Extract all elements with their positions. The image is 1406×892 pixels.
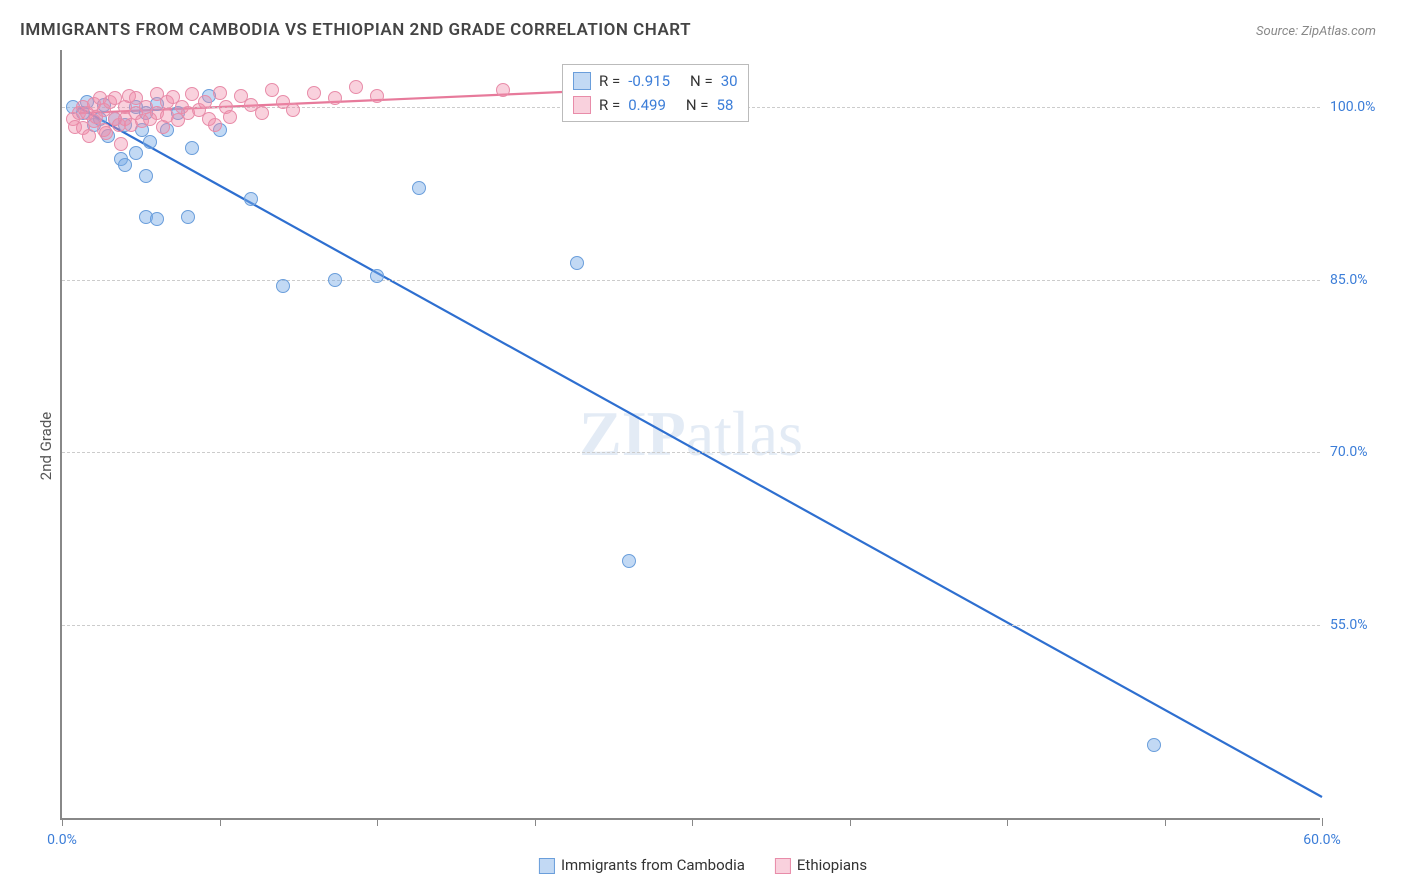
x-tick bbox=[1165, 818, 1166, 826]
stat-n-label: N = bbox=[690, 72, 713, 90]
bottom-legend: Immigrants from Cambodia Ethiopians bbox=[539, 856, 867, 874]
data-point bbox=[185, 141, 199, 155]
legend-label: Immigrants from Cambodia bbox=[561, 856, 745, 874]
legend-swatch bbox=[573, 72, 591, 90]
stat-n-label: N = bbox=[686, 96, 709, 114]
stat-r-label: R = bbox=[599, 72, 620, 90]
legend-swatch bbox=[539, 858, 555, 874]
data-point bbox=[185, 87, 199, 101]
data-point bbox=[1147, 738, 1161, 752]
data-point bbox=[370, 89, 384, 103]
data-point bbox=[412, 181, 426, 195]
stat-n-value: 30 bbox=[721, 72, 738, 90]
legend-swatch bbox=[775, 858, 791, 874]
data-point bbox=[150, 212, 164, 226]
watermark: ZIPatlas bbox=[579, 397, 803, 471]
data-point bbox=[349, 80, 363, 94]
trend-lines-layer bbox=[62, 50, 1320, 818]
data-point bbox=[223, 110, 237, 124]
bottom-legend-item: Ethiopians bbox=[775, 856, 867, 874]
data-point bbox=[213, 86, 227, 100]
data-point bbox=[328, 91, 342, 105]
x-tick-label: 60.0% bbox=[1303, 832, 1341, 848]
data-point bbox=[114, 137, 128, 151]
x-tick bbox=[220, 818, 221, 826]
stat-r-value: 0.499 bbox=[628, 96, 666, 114]
data-point bbox=[139, 169, 153, 183]
stat-legend-row: R = 0.499 N = 58 bbox=[573, 93, 738, 117]
data-point bbox=[99, 126, 113, 140]
plot-area: ZIPatlas 55.0%70.0%85.0%100.0%0.0%60.0%R… bbox=[60, 50, 1320, 820]
data-point bbox=[286, 103, 300, 117]
x-tick bbox=[535, 818, 536, 826]
legend-label: Ethiopians bbox=[797, 856, 867, 874]
data-point bbox=[370, 269, 384, 283]
stat-n-value: 58 bbox=[717, 96, 734, 114]
data-point bbox=[265, 83, 279, 97]
data-point bbox=[82, 129, 96, 143]
stat-r-value: -0.915 bbox=[628, 72, 670, 90]
x-tick bbox=[1007, 818, 1008, 826]
gridline bbox=[62, 280, 1320, 281]
data-point bbox=[255, 106, 269, 120]
bottom-legend-item: Immigrants from Cambodia bbox=[539, 856, 745, 874]
x-tick bbox=[62, 818, 63, 826]
data-point bbox=[622, 554, 636, 568]
gridline bbox=[62, 452, 1320, 453]
x-tick bbox=[377, 818, 378, 826]
stat-legend-row: R = -0.915 N = 30 bbox=[573, 69, 738, 93]
data-point bbox=[118, 158, 132, 172]
legend-swatch bbox=[573, 96, 591, 114]
x-tick bbox=[850, 818, 851, 826]
data-point bbox=[570, 256, 584, 270]
data-point bbox=[208, 118, 222, 132]
data-point bbox=[328, 273, 342, 287]
stat-r-label: R = bbox=[599, 96, 620, 114]
source-label: Source: ZipAtlas.com bbox=[1256, 24, 1376, 39]
watermark-atlas: atlas bbox=[686, 398, 803, 469]
watermark-zip: ZIP bbox=[579, 398, 686, 469]
data-point bbox=[307, 86, 321, 100]
data-point bbox=[276, 279, 290, 293]
chart-title: IMMIGRANTS FROM CAMBODIA VS ETHIOPIAN 2N… bbox=[20, 20, 691, 40]
y-tick-label: 85.0% bbox=[1330, 272, 1390, 288]
y-tick-label: 70.0% bbox=[1330, 444, 1390, 460]
data-point bbox=[143, 135, 157, 149]
data-point bbox=[496, 83, 510, 97]
gridline bbox=[62, 625, 1320, 626]
x-tick bbox=[1322, 818, 1323, 826]
x-tick-label: 0.0% bbox=[47, 832, 77, 848]
x-tick bbox=[692, 818, 693, 826]
y-tick-label: 55.0% bbox=[1330, 617, 1390, 633]
data-point bbox=[181, 210, 195, 224]
y-tick-label: 100.0% bbox=[1330, 99, 1390, 115]
data-point bbox=[129, 146, 143, 160]
data-point bbox=[244, 192, 258, 206]
stat-legend: R = -0.915 N = 30 R = 0.499 N = 58 bbox=[562, 64, 749, 122]
data-point bbox=[198, 95, 212, 109]
y-axis-label: 2nd Grade bbox=[37, 412, 55, 480]
